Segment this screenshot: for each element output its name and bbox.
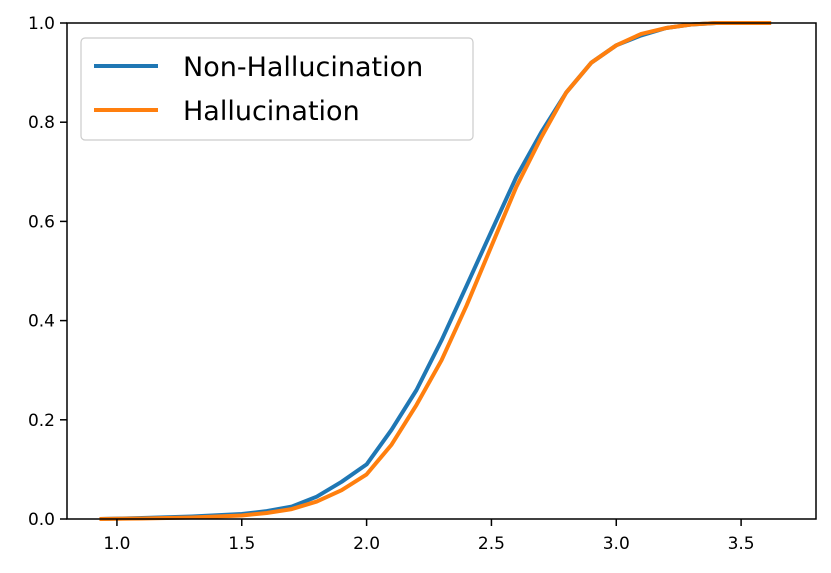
x-tick-label: 3.0 <box>603 534 630 554</box>
x-tick-label: 2.5 <box>478 534 505 554</box>
y-tick-label: 0.0 <box>28 510 55 530</box>
legend-box <box>80 37 474 141</box>
legend-label-0: Non-Hallucination <box>183 52 423 83</box>
series-line-1 <box>99 21 772 521</box>
legend-label-1: Hallucination <box>183 96 360 127</box>
x-tick-label: 1.5 <box>228 534 255 554</box>
axes-frame <box>66 22 817 520</box>
y-tick-label: 0.8 <box>28 113 55 133</box>
y-tick-label: 0.2 <box>28 411 55 431</box>
x-tick-label: 2.0 <box>353 534 380 554</box>
y-tick-label: 0.6 <box>28 212 55 232</box>
x-tick-label: 1.0 <box>103 534 130 554</box>
plot-area <box>99 21 772 521</box>
y-tick-label: 1.0 <box>28 14 55 34</box>
x-tick-label: 3.5 <box>728 534 755 554</box>
axes: 1.0 1.5 2.0 2.5 3.0 3.5 0.0 0.2 0.4 0.6 0.8 1.0 <box>28 14 817 554</box>
y-tick-label: 0.4 <box>28 312 55 332</box>
legend: Non-Hallucination Hallucination <box>80 37 474 141</box>
